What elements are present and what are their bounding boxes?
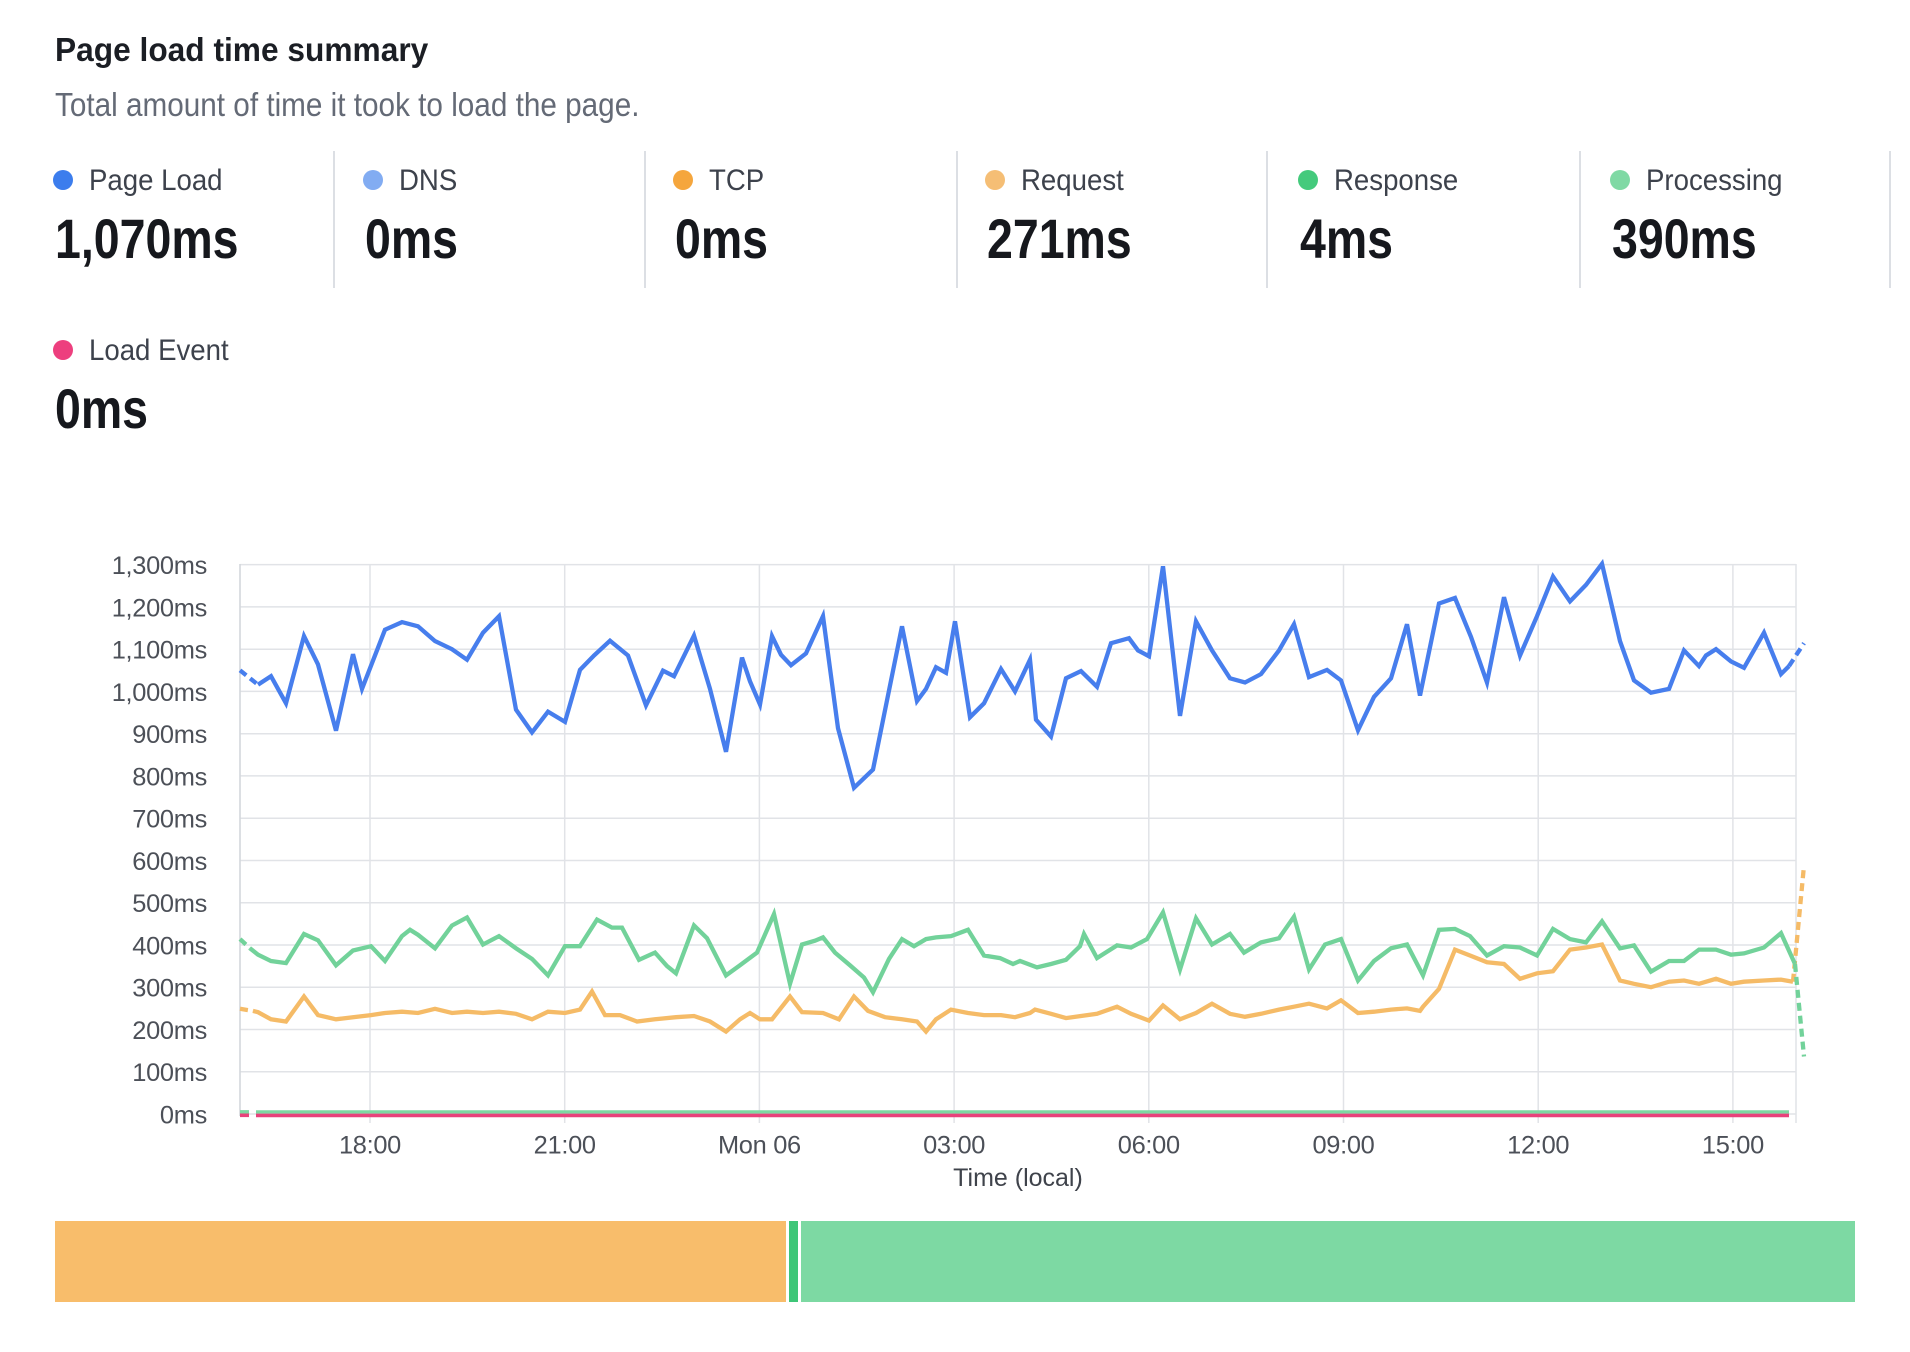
svg-text:700ms: 700ms [132,806,207,834]
svg-text:300ms: 300ms [132,975,207,1003]
svg-text:500ms: 500ms [132,890,207,918]
svg-text:03:00: 03:00 [923,1132,985,1160]
svg-text:18:00: 18:00 [339,1132,401,1160]
svg-text:200ms: 200ms [132,1017,207,1045]
svg-text:06:00: 06:00 [1118,1132,1180,1160]
svg-text:15:00: 15:00 [1702,1132,1764,1160]
svg-text:1,100ms: 1,100ms [112,637,207,665]
svg-text:0ms: 0ms [160,1102,207,1130]
svg-text:Time (local): Time (local) [953,1164,1083,1192]
svg-text:09:00: 09:00 [1312,1132,1374,1160]
svg-text:1,200ms: 1,200ms [112,594,207,622]
svg-text:600ms: 600ms [132,848,207,876]
svg-text:100ms: 100ms [132,1059,207,1087]
svg-text:1,300ms: 1,300ms [112,552,207,580]
svg-text:12:00: 12:00 [1507,1132,1569,1160]
svg-text:Mon 06: Mon 06 [718,1132,801,1160]
svg-text:21:00: 21:00 [534,1132,596,1160]
svg-text:1,000ms: 1,000ms [112,679,207,707]
svg-text:900ms: 900ms [132,721,207,749]
svg-text:400ms: 400ms [132,933,207,961]
svg-text:800ms: 800ms [132,763,207,791]
